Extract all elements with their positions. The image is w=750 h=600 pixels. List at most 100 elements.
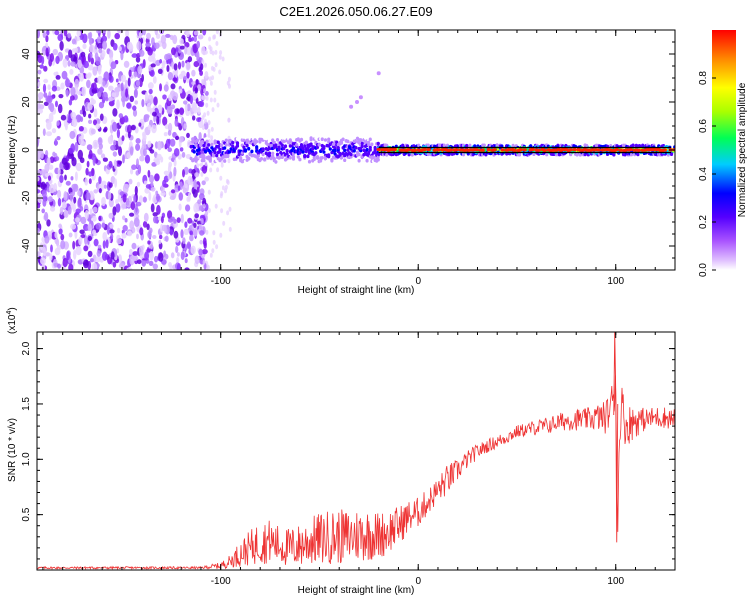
noise-blob: [129, 95, 135, 103]
noise-blob: [200, 171, 204, 177]
noise-blob: [192, 103, 197, 113]
band-cell: [363, 136, 368, 140]
noise-blob: [186, 103, 191, 112]
band-cell: [631, 143, 635, 148]
snr-y-multiplier: (x104): [6, 307, 18, 334]
band-cell: [226, 154, 230, 159]
band-cell: [315, 145, 320, 150]
noise-blob: [187, 90, 192, 96]
noise-blob: [213, 34, 217, 40]
noise-blob: [186, 62, 191, 70]
noise-blob: [227, 117, 231, 123]
y-tick-label: 1.0: [21, 452, 32, 466]
noise-blob: [139, 49, 145, 57]
noise-blob: [92, 206, 98, 213]
noise-blob: [210, 126, 214, 132]
noise-blob: [210, 65, 214, 71]
band-core-cell: [662, 148, 667, 152]
noise-blob: [159, 83, 162, 92]
noise-blob: [114, 32, 120, 40]
noise-blob: [212, 239, 216, 245]
noise-blob: [57, 197, 62, 207]
noise-blob: [148, 94, 152, 100]
noise-blob: [37, 81, 41, 88]
band-cell: [362, 158, 366, 162]
band-cell: [352, 149, 356, 153]
noise-blob: [148, 227, 153, 234]
noise-blob: [130, 201, 136, 211]
noise-blob: [215, 244, 219, 250]
noise-blob: [97, 75, 103, 85]
noise-blob: [82, 110, 87, 118]
noise-blob: [161, 60, 166, 69]
noise-blob: [41, 56, 45, 65]
noise-blob: [164, 235, 169, 242]
noise-blob: [183, 100, 188, 105]
noise-blob: [59, 206, 64, 216]
noise-blob: [43, 92, 48, 98]
band-cell: [197, 151, 201, 156]
band-cell: [242, 138, 246, 143]
noise-blob: [117, 193, 121, 202]
band-cell: [346, 139, 350, 144]
band-cell: [354, 145, 358, 150]
band-cell: [365, 158, 369, 163]
band-core-cell: [392, 147, 397, 152]
noise-blob: [186, 45, 192, 56]
noise-blob: [64, 122, 68, 131]
noise-blob: [162, 94, 167, 100]
noise-blob: [103, 184, 107, 189]
noise-blob: [168, 94, 172, 102]
noise-blob: [144, 251, 150, 261]
colorbar-gradient: [712, 30, 736, 270]
noise-blob: [167, 147, 172, 152]
noise-blob: [72, 202, 76, 213]
noise-blob: [170, 189, 176, 194]
band-cell: [245, 141, 249, 145]
noise-blob: [181, 60, 185, 68]
band-cell: [274, 160, 278, 164]
noise-blob: [108, 182, 113, 188]
noise-blob: [198, 132, 202, 141]
noise-blob: [180, 229, 184, 239]
noise-blob: [205, 102, 209, 108]
band-cell: [317, 143, 321, 147]
noise-blob: [178, 73, 184, 80]
noise-blob: [148, 82, 154, 90]
noise-blob: [65, 89, 69, 98]
noise-blob: [83, 60, 89, 69]
spectrogram-x-label: Height of straight line (km): [298, 285, 415, 296]
noise-blob: [114, 178, 118, 188]
noise-blob: [60, 233, 65, 241]
noise-blob: [109, 223, 114, 229]
noise-blob: [95, 123, 101, 130]
band-cell: [264, 136, 268, 141]
noise-blob: [194, 172, 200, 178]
noise-blob: [166, 105, 173, 115]
noise-blob: [159, 234, 163, 240]
noise-blob: [50, 244, 53, 253]
noise-blob: [179, 107, 185, 115]
noise-blob: [118, 46, 122, 52]
noise-blob: [184, 183, 188, 188]
noise-blob: [146, 223, 150, 231]
noise-blob: [66, 251, 70, 261]
noise-blob: [163, 250, 167, 257]
band-cell: [368, 145, 372, 150]
noise-blob: [168, 122, 173, 133]
noise-blob: [135, 203, 138, 213]
noise-blob: [193, 203, 199, 213]
noise-blob: [196, 51, 200, 60]
noise-blob: [122, 154, 125, 164]
noise-blob: [108, 212, 114, 219]
band-cell: [271, 151, 275, 156]
noise-blob: [193, 61, 200, 68]
noise-blob: [120, 50, 124, 61]
noise-blob: [86, 79, 91, 89]
noise-blob: [62, 257, 68, 268]
noise-blob: [46, 157, 51, 166]
noise-blob: [186, 71, 190, 79]
noise-blob: [77, 190, 81, 197]
noise-blob: [64, 78, 71, 88]
noise-blob: [70, 111, 77, 120]
